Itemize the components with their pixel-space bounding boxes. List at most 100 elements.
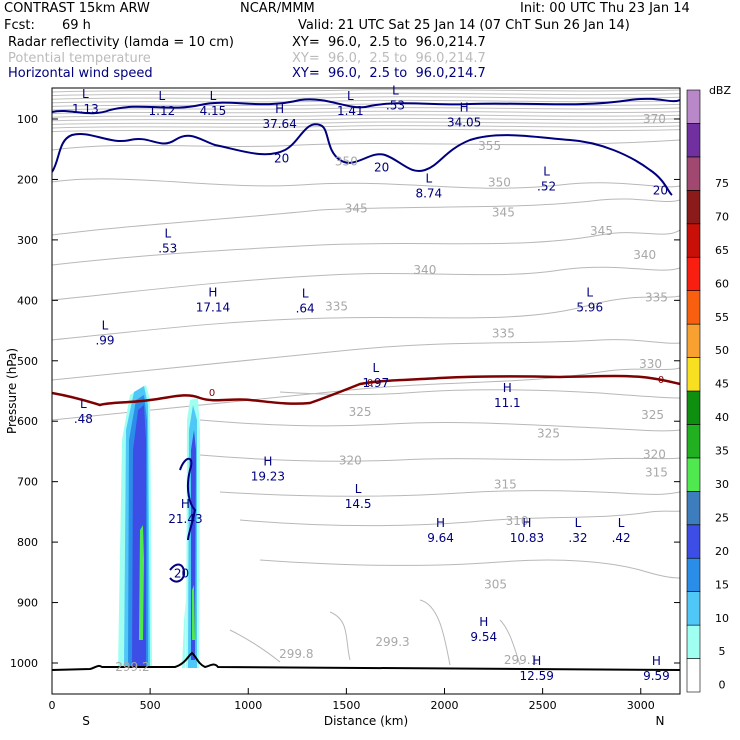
wind-extremum-type: H — [263, 455, 272, 469]
theta-contour-upper — [52, 114, 680, 118]
wind-extremum-value: 1.12 — [149, 104, 176, 118]
colorbar-swatch — [686, 457, 701, 492]
colorbar: 0 5 10 15 20 25 30 35 40 45 50 55 60 65 70 75 dBZ — [686, 84, 732, 693]
init-time: Init: 00 UTC Thu 23 Jan 14 — [520, 1, 690, 16]
wind-extremum-type: H — [181, 497, 190, 511]
theta-contour-upper — [52, 96, 680, 100]
wind-extremum-value: 1.97 — [362, 376, 389, 390]
wind-extremum-value: 5.96 — [576, 300, 603, 314]
theta-contour-upper — [52, 121, 680, 125]
colorbar-level-label: 60 — [715, 277, 729, 290]
colorbar-unit: dBZ — [709, 84, 732, 97]
x-tick-label: 500 — [140, 699, 161, 712]
colorbar-swatch — [686, 89, 701, 124]
theta-label: 315 — [494, 478, 517, 492]
y-tick-label: 1000 — [10, 657, 38, 670]
theta-label: 325 — [537, 426, 560, 440]
field-label-theta: Potential temperature — [8, 51, 151, 66]
wind-extremum-type: H — [522, 516, 531, 530]
x-tick-label: 0 — [49, 699, 56, 712]
colorbar-swatch — [686, 557, 701, 592]
y-tick-label: 900 — [17, 597, 38, 610]
theta-contour-upper — [52, 117, 680, 122]
theta-label: 299.8 — [279, 647, 313, 661]
theta-label: 305 — [484, 577, 507, 591]
wind-extremum-type: L — [392, 83, 399, 97]
wind-extremum-value: 9.54 — [470, 630, 497, 644]
theta-contour-upper — [52, 128, 680, 133]
forecast-hours: 69 h — [62, 18, 91, 33]
theta-label: 325 — [349, 405, 372, 419]
colorbar-level-label: 55 — [715, 311, 729, 324]
wind-extremum-value: .42 — [612, 531, 631, 545]
colorbar-swatch — [686, 591, 701, 626]
wind-extremum-type: L — [586, 285, 593, 299]
wind-extremum-type: H — [208, 285, 217, 299]
freezing-level-line — [52, 374, 680, 407]
theta-contour-upper — [52, 92, 680, 97]
wind-contour-label: 20 — [274, 151, 289, 165]
theta-contour-upper — [52, 125, 680, 129]
theta-label: 299.1 — [504, 653, 538, 667]
colorbar-swatch — [686, 524, 701, 559]
wind-extremum-value: 14.5 — [345, 497, 372, 511]
theta-label: 340 — [413, 263, 436, 277]
reflectivity-cell — [139, 525, 144, 640]
theta-label: 370 — [643, 112, 666, 126]
plot-frame — [51, 87, 681, 695]
colorbar-level-label: 5 — [719, 645, 726, 658]
colorbar-swatch — [686, 357, 701, 392]
wind-extremum-type: L — [164, 227, 171, 241]
reflectivity-cell — [192, 585, 195, 640]
x-tick-label: 3000 — [627, 699, 655, 712]
theta-contours — [52, 139, 680, 666]
wind-extremum-type: L — [159, 89, 166, 103]
wind-extremum-type: L — [355, 482, 362, 496]
theta-label: 335 — [325, 299, 348, 313]
wind-extremum-type: L — [210, 89, 217, 103]
model-title: CONTRAST 15km ARW — [4, 1, 150, 16]
wind-contour-label: 20 — [653, 183, 668, 197]
wind-extremum-type: H — [460, 100, 469, 114]
y-tick-label: 200 — [17, 173, 38, 186]
wind-extremum-type: H — [479, 615, 488, 629]
theta-label: 335 — [645, 290, 668, 304]
wind-extremum-type: L — [618, 516, 625, 530]
wind-extremum-value: .52 — [537, 179, 556, 193]
wind-extremum-value: 4.15 — [200, 104, 227, 118]
wind-extremum-type: L — [302, 287, 309, 301]
wind-contour-label: 20 — [174, 567, 189, 581]
wind-extremum-type: L — [82, 87, 89, 101]
valid-time: Valid: 21 UTC Sat 25 Jan 14 (07 ChT Sun … — [298, 18, 630, 33]
colorbar-level-label: 10 — [715, 612, 729, 625]
y-tick-label: 100 — [17, 113, 38, 126]
colorbar-swatch — [686, 256, 701, 291]
theta-label: 299.2 — [115, 660, 149, 674]
theta-label: 299.3 — [375, 635, 409, 649]
x-tick-label: 2500 — [529, 699, 557, 712]
freezing-label-3: 0 — [658, 375, 664, 386]
wind-extremum-value: 34.05 — [447, 115, 481, 129]
theta-contour-upper — [52, 110, 680, 115]
colorbar-level-label: 40 — [715, 411, 729, 424]
wind-extremum-type: H — [275, 102, 284, 116]
wind-extremum-value: .48 — [74, 412, 93, 426]
wind-extremum-value: .53 — [158, 242, 177, 256]
x-axis-label: Distance (km) — [324, 714, 408, 728]
theta-label: 350 — [488, 175, 511, 189]
colorbar-swatch — [686, 491, 701, 526]
wind-extremum-type: H — [652, 654, 661, 668]
wind-speed-contours — [52, 97, 680, 583]
forecast-label: Fcst: — [4, 18, 35, 33]
field-label-reflectivity: Radar reflectivity (lamda = 10 cm) — [8, 35, 234, 50]
colorbar-level-label: 25 — [715, 511, 729, 524]
colorbar-swatch — [686, 290, 701, 325]
colorbar-swatch — [686, 658, 701, 693]
colorbar-swatch — [686, 190, 701, 225]
wind-extremum-type: H — [503, 381, 512, 395]
wind-extremum-type: L — [372, 361, 379, 375]
wind-extremum-type: L — [575, 516, 582, 530]
colorbar-level-label: 45 — [715, 378, 729, 391]
wind-extremum-type: L — [425, 172, 432, 186]
